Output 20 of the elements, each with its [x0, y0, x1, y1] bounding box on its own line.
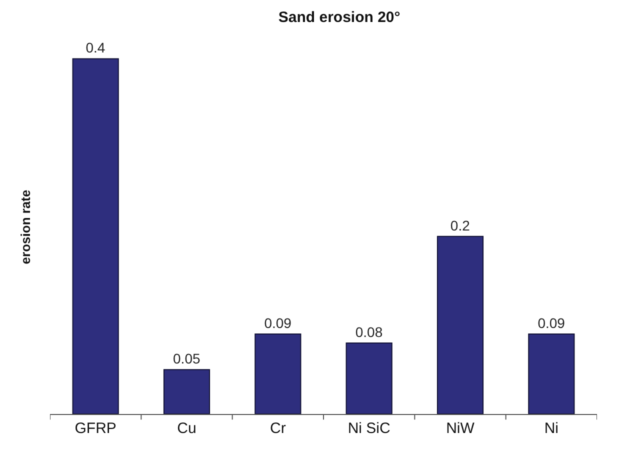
data-label: 0.2 [450, 217, 470, 234]
x-tick-label: Ni SiC [348, 420, 390, 437]
bar [163, 369, 210, 414]
data-label: 0.05 [173, 350, 200, 367]
y-axis-title: erosion rate [18, 190, 33, 264]
bar [528, 334, 575, 414]
x-tick-label: NiW [446, 420, 476, 437]
x-tick-label: Cu [177, 420, 196, 437]
bar [436, 236, 484, 414]
chart-title: Sand erosion 20° [278, 8, 400, 26]
data-label: 0.4 [86, 40, 106, 56]
x-tick-label: Ni [544, 420, 559, 437]
bar [346, 342, 392, 414]
data-label: 0.08 [355, 324, 383, 340]
x-tick-label: GFRP [74, 420, 116, 437]
bar [72, 58, 119, 414]
data-label: 0.09 [264, 315, 292, 332]
data-label: 0.09 [538, 315, 566, 332]
bar [254, 334, 302, 414]
x-tick-label: Cr [270, 420, 286, 437]
